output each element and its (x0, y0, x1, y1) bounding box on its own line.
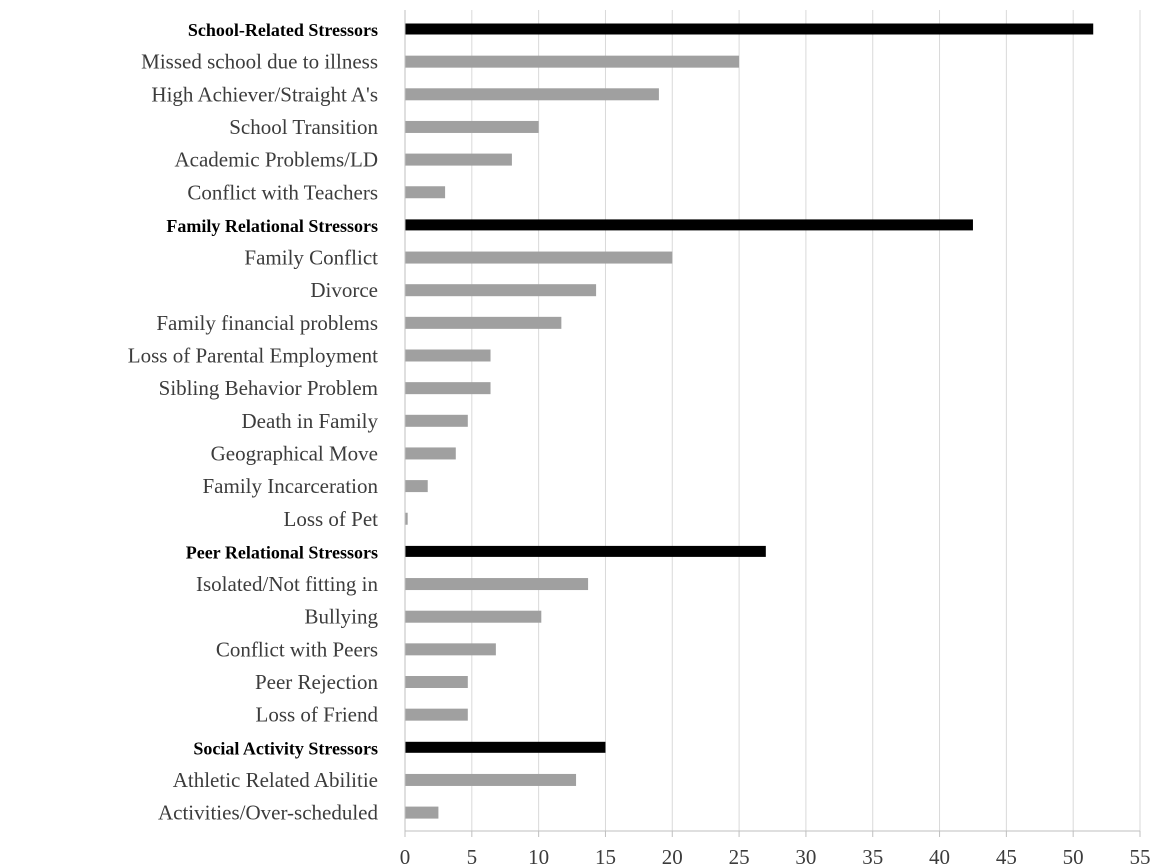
group-label: Family Relational Stressors (166, 216, 378, 236)
group-label: School-Related Stressors (188, 20, 378, 40)
x-tick-label: 55 (1130, 845, 1151, 868)
group-total-bar (405, 23, 1094, 35)
group-total-bar (405, 219, 973, 231)
bars (405, 23, 1094, 819)
stressor-bar (405, 88, 659, 101)
x-tick-label: 50 (1063, 845, 1084, 868)
category-label: Bullying (304, 605, 378, 629)
x-tick-label: 0 (400, 845, 411, 868)
group-total-bar (405, 545, 766, 557)
stressor-bar (405, 186, 446, 199)
category-label: Academic Problems/LD (174, 148, 378, 172)
category-label: Family Incarceration (202, 474, 378, 498)
category-label: Loss of Pet (284, 507, 379, 531)
category-label: Loss of Parental Employment (128, 344, 378, 368)
x-tick-label: 40 (929, 845, 950, 868)
category-label: Athletic Related Abilitie (173, 768, 378, 792)
x-tick-label: 35 (862, 845, 883, 868)
x-tick-label: 15 (595, 845, 616, 868)
stressor-bar (405, 349, 491, 362)
group-label: Peer Relational Stressors (186, 542, 378, 562)
stressor-bar (405, 153, 512, 166)
category-label: Divorce (310, 278, 378, 302)
stressor-bar (405, 773, 577, 786)
category-label: Family Conflict (244, 246, 378, 270)
stressor-bar (405, 480, 428, 493)
x-tick-label: 5 (467, 845, 478, 868)
x-tick-label: 30 (795, 845, 816, 868)
category-label: Conflict with Peers (216, 637, 378, 661)
x-tick-label: 10 (528, 845, 549, 868)
x-axis: 0 5 10 15 20 25 30 35 40 45 50 55 (400, 10, 1151, 868)
stressor-bar (405, 806, 439, 819)
category-labels: School-Related Stressors Missed school du… (128, 20, 379, 825)
x-tick-label: 25 (729, 845, 750, 868)
gridlines (471, 10, 1141, 831)
stressor-bar (405, 578, 589, 591)
x-tick-label: 45 (996, 845, 1017, 868)
stressor-bar (405, 676, 468, 688)
category-label: Conflict with Teachers (187, 180, 378, 204)
stressor-bar (405, 708, 468, 721)
category-label: Family financial problems (156, 311, 378, 335)
stressor-bar (405, 316, 562, 329)
stressor-bar (405, 55, 740, 68)
category-label: Geographical Move (211, 441, 378, 465)
stressor-bar (405, 382, 491, 395)
stressor-bar (405, 512, 408, 525)
category-label: Activities/Over-scheduled (158, 801, 379, 825)
category-label: Sibling Behavior Problem (159, 376, 378, 400)
stressor-bar (405, 643, 496, 656)
stressor-bar (405, 284, 597, 297)
category-label: Death in Family (242, 409, 379, 433)
group-total-bar (405, 741, 606, 753)
stressor-bar (405, 414, 468, 427)
stressor-bar (405, 120, 539, 133)
category-label: School Transition (229, 115, 378, 139)
category-label: Peer Rejection (255, 670, 379, 694)
category-label: High Achiever/Straight A's (151, 82, 378, 106)
x-tick-label: 20 (662, 845, 683, 868)
category-label: Missed school due to illness (141, 50, 378, 74)
group-label: Social Activity Stressors (193, 738, 378, 758)
stressor-bar (405, 251, 673, 264)
stressor-bar (405, 610, 542, 623)
stressor-bar (405, 447, 456, 460)
category-label: Loss of Friend (256, 703, 379, 727)
category-label: Isolated/Not fitting in (196, 572, 378, 596)
